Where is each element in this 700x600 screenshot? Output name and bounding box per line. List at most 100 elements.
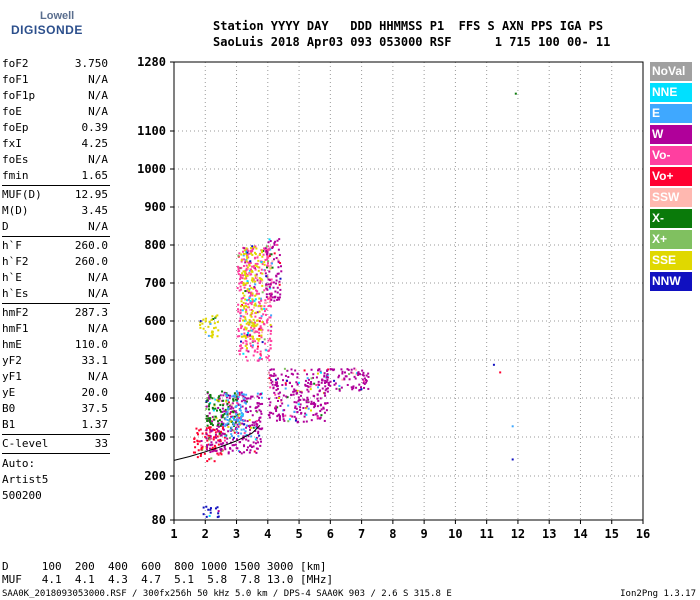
echo-point: [267, 329, 270, 332]
echo-point: [248, 263, 251, 266]
echo-point: [271, 380, 274, 383]
param-name: foEp: [2, 121, 29, 134]
echo-point: [259, 280, 262, 283]
echo-point: [265, 249, 268, 252]
echo-point: [232, 399, 235, 402]
echo-point: [215, 441, 218, 444]
echo-point: [209, 421, 212, 424]
echo-point: [240, 432, 243, 435]
echo-point: [258, 396, 261, 399]
echo-point: [255, 451, 258, 454]
echo-point: [217, 512, 220, 515]
echo-point: [275, 257, 278, 260]
echo-point: [259, 356, 262, 359]
echo-point: [243, 307, 246, 310]
echo-point: [268, 382, 271, 385]
echo-point: [284, 383, 287, 386]
echo-point: [253, 424, 256, 427]
echo-point: [281, 413, 284, 416]
echo-point: [256, 262, 259, 265]
echo-point: [269, 368, 272, 371]
echo-point: [269, 283, 272, 286]
echo-point: [249, 261, 252, 264]
echo-point: [258, 304, 261, 307]
echo-point: [251, 298, 254, 301]
echo-point: [244, 335, 247, 338]
echo-point: [316, 397, 319, 400]
echo-point: [269, 401, 272, 404]
echo-point: [278, 298, 281, 301]
legend-item-nne: NNE: [650, 83, 692, 102]
echo-point: [277, 248, 280, 251]
echo-point: [222, 428, 225, 431]
echo-point: [227, 394, 230, 397]
echo-point: [324, 389, 327, 392]
echo-point: [227, 405, 230, 408]
echo-point: [209, 508, 212, 511]
echo-point: [246, 266, 249, 269]
echo-point: [211, 336, 214, 339]
echo-point: [254, 283, 257, 286]
echo-point: [260, 308, 263, 311]
echo-point: [223, 445, 226, 448]
echo-point: [237, 310, 240, 313]
param-row: fxI 4.25: [0, 136, 112, 152]
echo-point: [218, 397, 221, 400]
echo-point: [258, 434, 261, 437]
echo-point: [253, 324, 256, 327]
echo-point: [348, 373, 351, 376]
param-divider: [2, 185, 110, 186]
echo-point: [248, 426, 251, 429]
echo-point: [216, 399, 219, 402]
echo-point: [227, 425, 230, 428]
echo-point: [210, 318, 213, 321]
echo-point: [276, 415, 279, 418]
echo-point: [255, 247, 258, 250]
echo-point: [236, 335, 239, 338]
echo-point: [264, 313, 267, 316]
echo-point: [251, 421, 254, 424]
echo-point: [276, 286, 279, 289]
echo-point: [223, 446, 226, 449]
echo-point: [248, 272, 251, 275]
echo-point: [263, 247, 266, 250]
echo-point: [254, 420, 257, 423]
echo-point: [258, 281, 261, 284]
echo-point: [238, 420, 241, 423]
echo-point: [326, 378, 329, 381]
echo-point: [217, 329, 220, 332]
echo-point: [257, 266, 260, 269]
echo-point: [249, 397, 252, 400]
echo-point: [224, 434, 227, 437]
echo-point: [244, 290, 247, 293]
echo-point: [239, 309, 242, 312]
echo-point: [254, 262, 257, 265]
echo-point: [274, 240, 277, 243]
echo-point: [253, 299, 256, 302]
echo-point: [222, 394, 225, 397]
echo-point: [264, 247, 267, 250]
echo-point: [276, 243, 279, 246]
param-value: N/A: [88, 287, 108, 300]
plot-frame: [173, 61, 644, 521]
header-line-1: Station YYYY DAY DDD HHMMSS P1 FFS S AXN…: [213, 19, 604, 33]
echo-point: [266, 318, 269, 321]
echo-point: [238, 413, 241, 416]
echo-point: [208, 431, 211, 434]
echo-point: [248, 451, 251, 454]
echo-point: [241, 422, 244, 425]
echo-point: [295, 381, 298, 384]
echo-point: [252, 330, 255, 333]
header-line-2: SaoLuis 2018 Apr03 093 053000 RSF 1 715 …: [213, 35, 611, 49]
echo-point: [272, 281, 275, 284]
echo-point: [213, 460, 216, 463]
echo-point: [242, 296, 245, 299]
echo-point: [241, 393, 244, 396]
echo-point: [286, 369, 289, 372]
echo-point: [240, 259, 243, 262]
echo-point: [224, 424, 227, 427]
echo-point: [247, 249, 250, 252]
echo-point: [242, 399, 245, 402]
echo-point: [267, 278, 270, 281]
echo-point: [235, 438, 238, 441]
